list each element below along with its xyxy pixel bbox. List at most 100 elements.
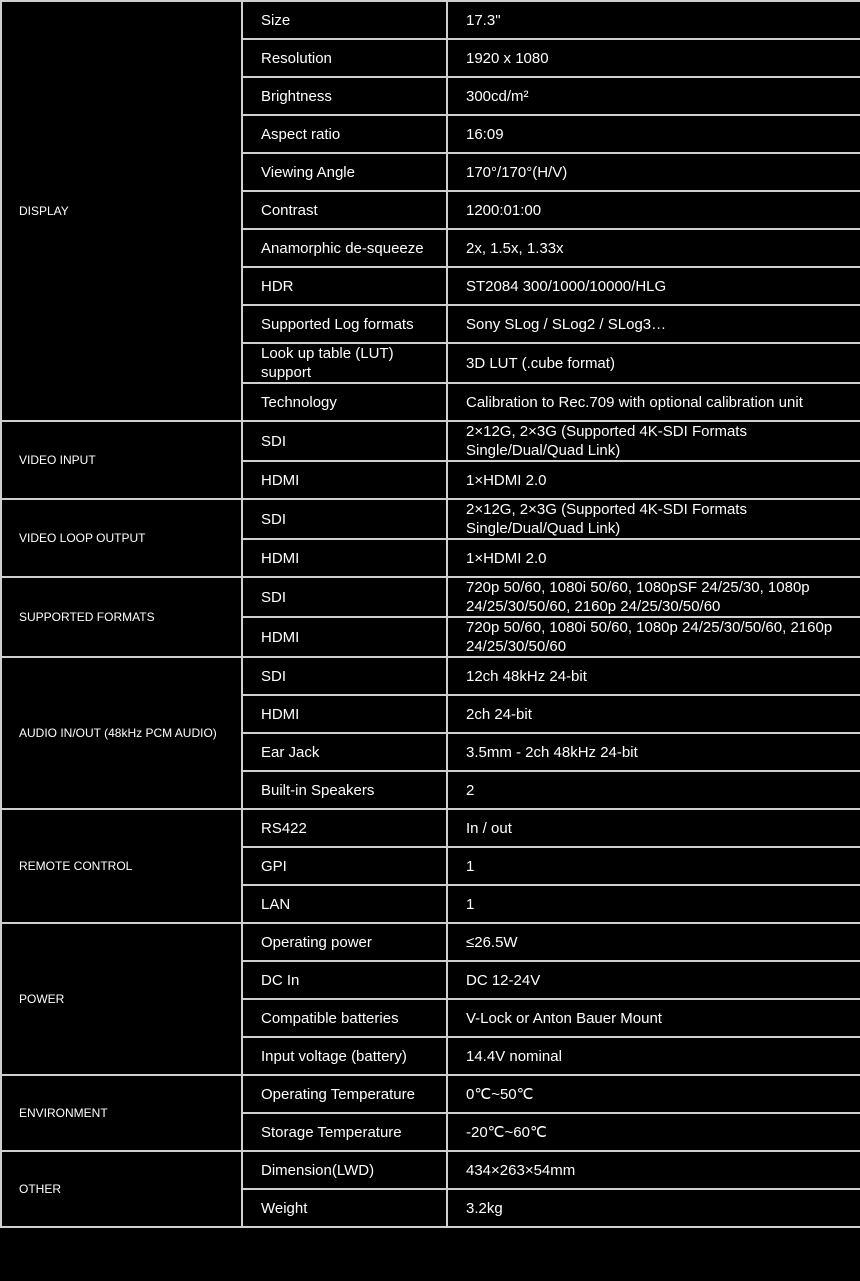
spec-label: HDMI: [241, 538, 448, 578]
spec-label: Storage Temperature: [241, 1112, 448, 1152]
spec-label: HDMI: [241, 460, 448, 500]
spec-label: Brightness: [241, 76, 448, 116]
spec-label: Built-in Speakers: [241, 770, 448, 810]
spec-row: Resolution 1920 x 1080: [1, 38, 860, 78]
spec-row: HDMI 1×HDMI 2.0: [1, 538, 860, 578]
spec-value: Calibration to Rec.709 with optional cal…: [446, 382, 860, 422]
spec-label: Aspect ratio: [241, 114, 448, 154]
spec-value: V-Lock or Anton Bauer Mount: [446, 998, 860, 1038]
spec-label: Viewing Angle: [241, 152, 448, 192]
spec-value: 2x, 1.5x, 1.33x: [446, 228, 860, 268]
spec-category: AUDIO IN/OUT (48kHz PCM AUDIO): [0, 656, 243, 810]
spec-row: Supported Log formats Sony SLog / SLog2 /…: [1, 304, 860, 344]
spec-value: 1: [446, 846, 860, 886]
spec-label: Compatible batteries: [241, 998, 448, 1038]
spec-row: Brightness 300cd/m²: [1, 76, 860, 116]
spec-row: HDMI 720p 50/60, 1080i 50/60, 1080p 24/25…: [1, 616, 860, 658]
spec-label: Operating Temperature: [241, 1074, 448, 1114]
spec-label: GPI: [241, 846, 448, 886]
spec-value: 434×263×54mm: [446, 1150, 860, 1190]
spec-label: Input voltage (battery): [241, 1036, 448, 1076]
spec-category: SUPPORTED FORMATS: [0, 576, 243, 658]
spec-label: Look up table (LUT) support: [241, 342, 448, 384]
spec-row: HDMI 2ch 24-bit: [1, 694, 860, 734]
spec-row: HDMI 1×HDMI 2.0: [1, 460, 860, 500]
spec-label: Ear Jack: [241, 732, 448, 772]
spec-row: LAN 1: [1, 884, 860, 924]
spec-table-body: DISPLAY Size 17.3" Resolution 1920 x 1080 Bri…: [0, 0, 860, 1228]
spec-category: VIDEO LOOP OUTPUT: [0, 498, 243, 578]
spec-label: HDR: [241, 266, 448, 306]
spec-label: SDI: [241, 498, 448, 540]
spec-label: Operating power: [241, 922, 448, 962]
spec-value: 2: [446, 770, 860, 810]
spec-row: GPI 1: [1, 846, 860, 886]
spec-row: VIDEO LOOP OUTPUT SDI 2×12G, 2×3G (Support…: [0, 498, 860, 578]
spec-row: Contrast 1200:01:00: [1, 190, 860, 230]
spec-value: 1200:01:00: [446, 190, 860, 230]
spec-value: In / out: [446, 808, 860, 848]
spec-value: 720p 50/60, 1080i 50/60, 1080p 24/25/30/…: [446, 616, 860, 658]
spec-label: DC In: [241, 960, 448, 1000]
spec-label: Size: [241, 0, 448, 40]
spec-row: REMOTE CONTROL RS422 In / out: [0, 808, 860, 924]
spec-category: VIDEO INPUT: [0, 420, 243, 500]
spec-value: 17.3": [446, 0, 860, 40]
spec-value: 170°/170°(H/V): [446, 152, 860, 192]
spec-label: HDMI: [241, 616, 448, 658]
spec-value: 3.5mm - 2ch 48kHz 24-bit: [446, 732, 860, 772]
spec-value: 300cd/m²: [446, 76, 860, 116]
spec-row: Anamorphic de-squeeze 2x, 1.5x, 1.33x: [1, 228, 860, 268]
spec-value: 3D LUT (.cube format): [446, 342, 860, 384]
spec-row: Aspect ratio 16:09: [1, 114, 860, 154]
spec-category: REMOTE CONTROL: [0, 808, 243, 924]
spec-value: -20℃~60℃: [446, 1112, 860, 1152]
spec-row: Look up table (LUT) support 3D LUT (.cube…: [1, 342, 860, 384]
spec-row: Storage Temperature -20℃~60℃: [1, 1112, 860, 1152]
spec-value: ≤26.5W: [446, 922, 860, 962]
spec-value: 1: [446, 884, 860, 924]
spec-category: ENVIRONMENT: [0, 1074, 243, 1152]
spec-row: ENVIRONMENT Operating Temperature 0℃~50℃: [0, 1074, 860, 1152]
spec-value: 0℃~50℃: [446, 1074, 860, 1114]
spec-category: DISPLAY: [0, 0, 243, 422]
spec-row: Compatible batteries V-Lock or Anton Baue…: [1, 998, 860, 1038]
spec-row: Weight 3.2kg: [1, 1188, 860, 1228]
spec-row: HDR ST2084 300/1000/10000/HLG: [1, 266, 860, 306]
spec-label: SDI: [241, 420, 448, 462]
spec-label: SDI: [241, 656, 448, 696]
spec-value: 12ch 48kHz 24-bit: [446, 656, 860, 696]
spec-label: Anamorphic de-squeeze: [241, 228, 448, 268]
spec-value: 2ch 24-bit: [446, 694, 860, 734]
spec-value: 1920 x 1080: [446, 38, 860, 78]
spec-value: Sony SLog / SLog2 / SLog3…: [446, 304, 860, 344]
spec-label: LAN: [241, 884, 448, 924]
spec-label: Dimension(LWD): [241, 1150, 448, 1190]
spec-value: DC 12-24V: [446, 960, 860, 1000]
spec-label: Weight: [241, 1188, 448, 1228]
spec-row: Built-in Speakers 2: [1, 770, 860, 810]
spec-value: 16:09: [446, 114, 860, 154]
spec-label: HDMI: [241, 694, 448, 734]
spec-value: 1×HDMI 2.0: [446, 460, 860, 500]
spec-label: Supported Log formats: [241, 304, 448, 344]
spec-row: DISPLAY Size 17.3": [0, 0, 860, 422]
spec-value: 720p 50/60, 1080i 50/60, 1080pSF 24/25/3…: [446, 576, 860, 618]
spec-value: 3.2kg: [446, 1188, 860, 1228]
spec-row: AUDIO IN/OUT (48kHz PCM AUDIO) SDI 12ch 48…: [0, 656, 860, 810]
spec-row: SUPPORTED FORMATS SDI 720p 50/60, 1080i 50…: [0, 576, 860, 658]
spec-row: VIDEO INPUT SDI 2×12G, 2×3G (Supported 4K-…: [0, 420, 860, 500]
spec-row: POWER Operating power ≤26.5W: [0, 922, 860, 1076]
spec-value: 2×12G, 2×3G (Supported 4K-SDI Formats Si…: [446, 420, 860, 462]
spec-category: OTHER: [0, 1150, 243, 1228]
spec-category: POWER: [0, 922, 243, 1076]
spec-row: DC In DC 12-24V: [1, 960, 860, 1000]
spec-row: Viewing Angle 170°/170°(H/V): [1, 152, 860, 192]
spec-label: Contrast: [241, 190, 448, 230]
spec-value: 2×12G, 2×3G (Supported 4K-SDI Formats Si…: [446, 498, 860, 540]
spec-value: 1×HDMI 2.0: [446, 538, 860, 578]
spec-row: OTHER Dimension(LWD) 434×263×54mm: [0, 1150, 860, 1228]
spec-label: Technology: [241, 382, 448, 422]
spec-label: Resolution: [241, 38, 448, 78]
spec-value: ST2084 300/1000/10000/HLG: [446, 266, 860, 306]
